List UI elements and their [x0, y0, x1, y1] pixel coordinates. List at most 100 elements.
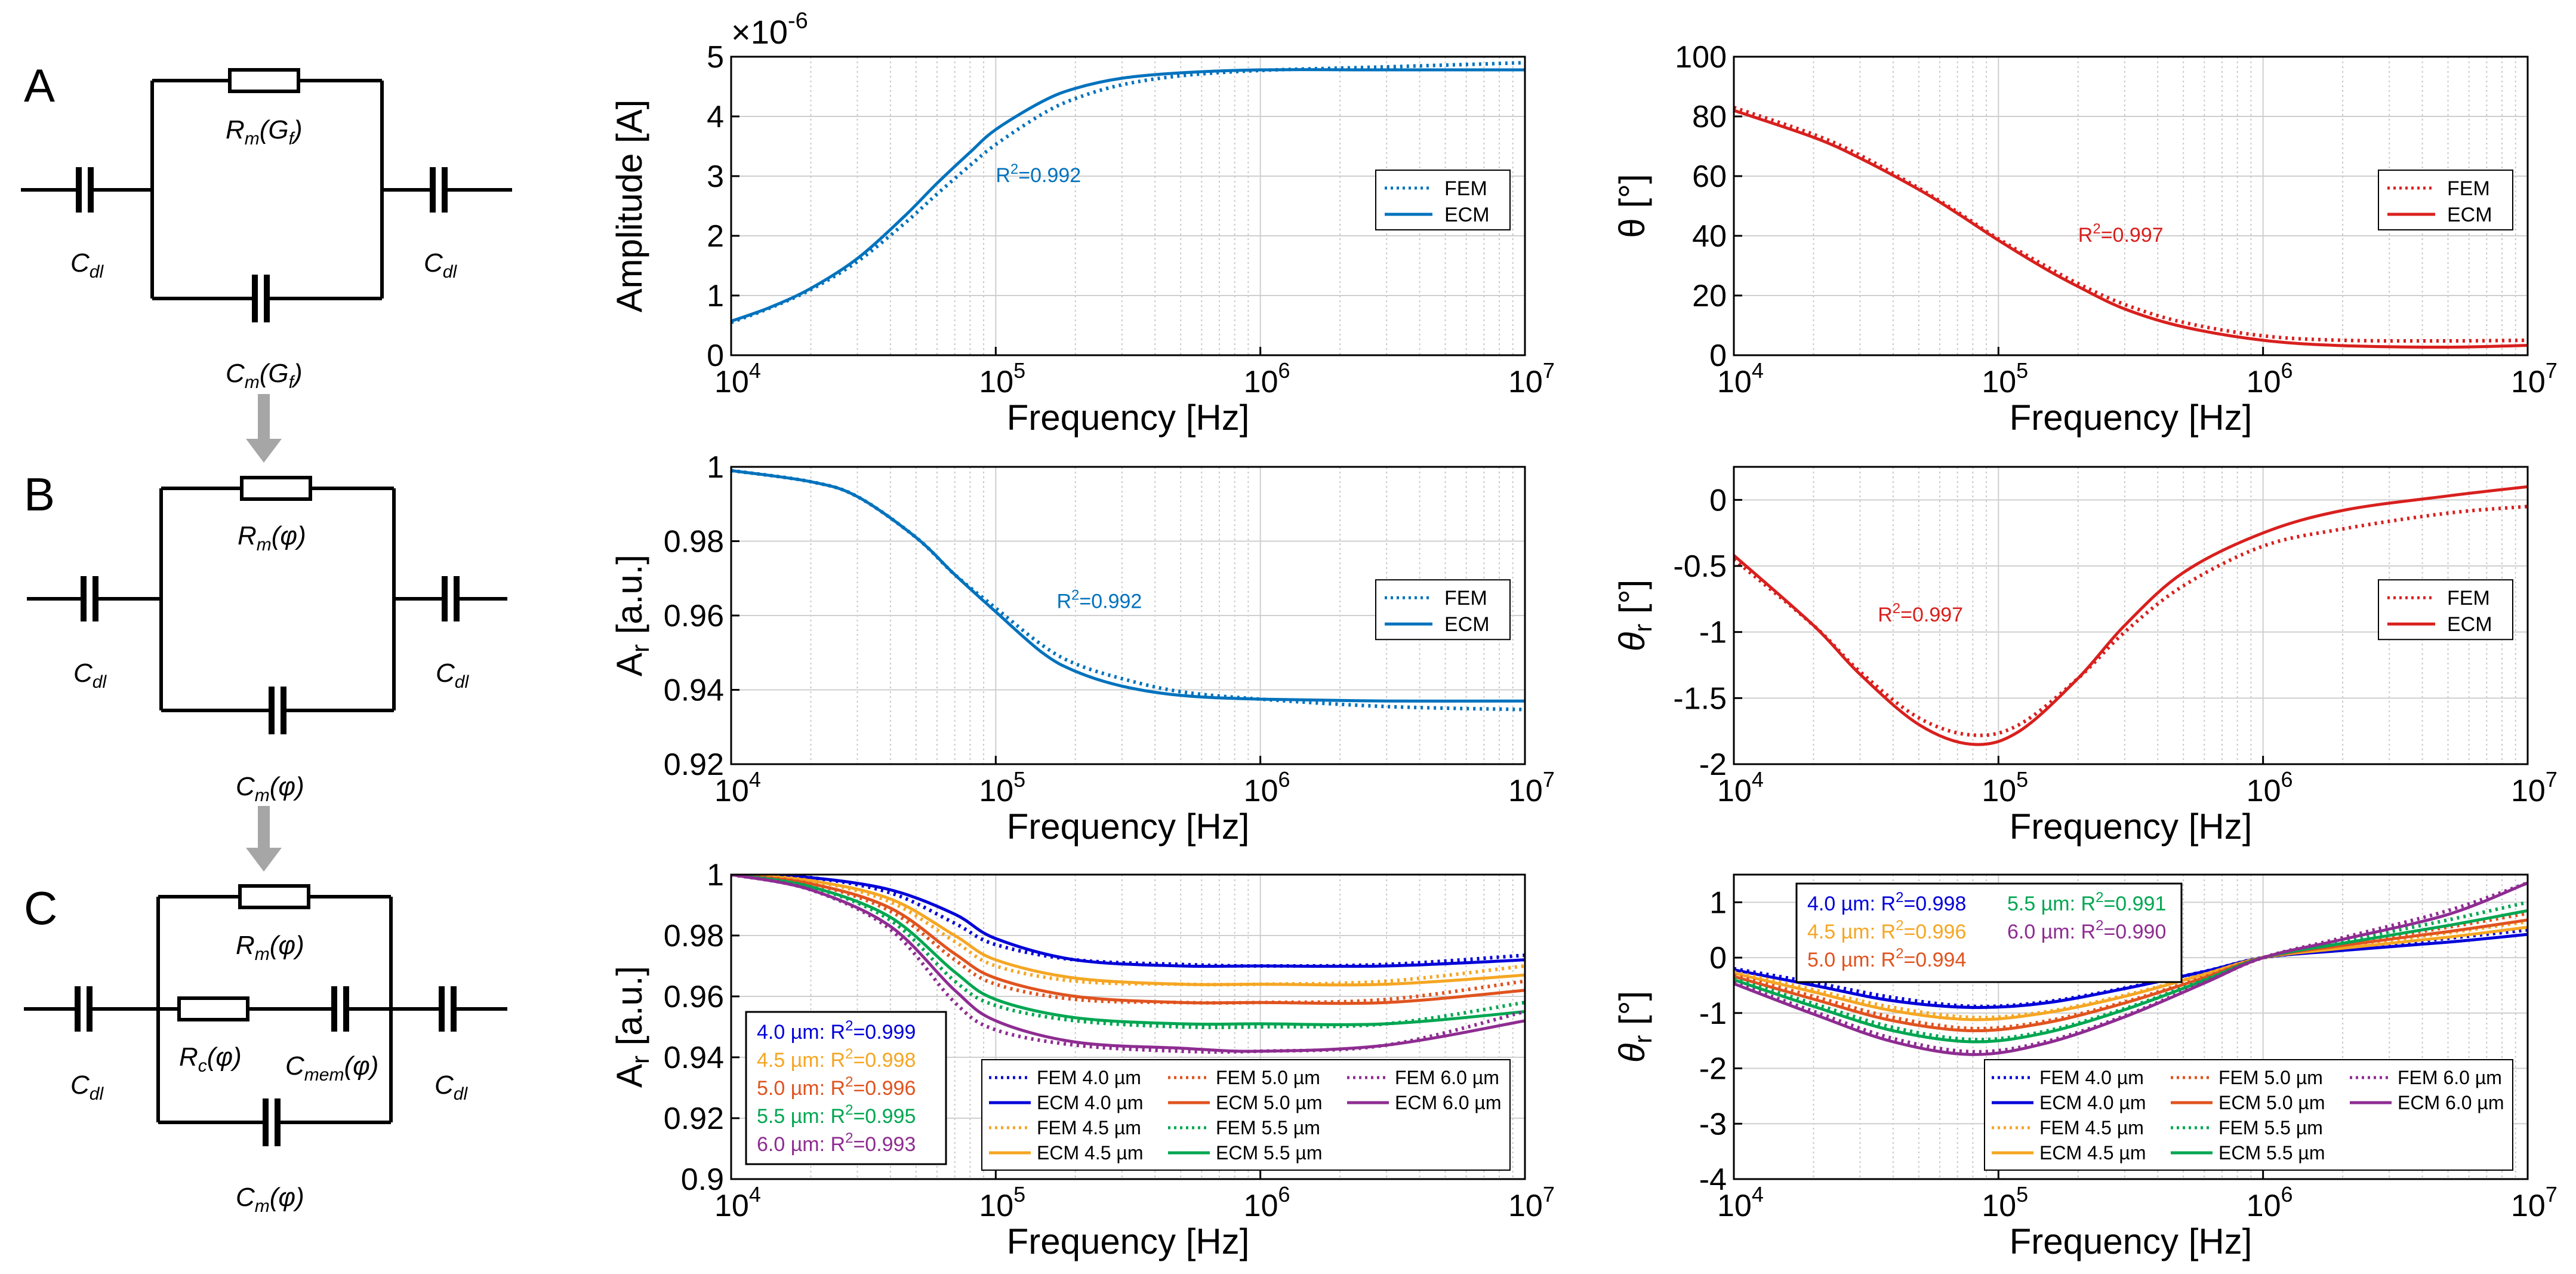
x-tick-label: 106	[2247, 767, 2293, 808]
series-line	[1734, 933, 2528, 1010]
y-tick-label: 4	[707, 100, 724, 134]
legend-label: ECM	[2447, 204, 2492, 226]
y-axis-label: Ar [a.u.]	[609, 555, 654, 676]
x-axis-label: Frequency [Hz]	[2010, 1221, 2253, 1261]
circuit-c-cm-label: Cm(φ)	[236, 1183, 304, 1216]
x-tick-label: 107	[2511, 358, 2557, 399]
legend-label: FEM 6.0 µm	[2398, 1067, 2502, 1088]
circuit-c-rc-resistor	[177, 996, 249, 1021]
plot-frame	[1733, 873, 2529, 1180]
y-tick-label: -1.5	[1673, 681, 1727, 716]
legend-label: FEM 5.0 µm	[2218, 1067, 2323, 1088]
y-tick-label: 80	[1692, 100, 1727, 134]
series-group	[1734, 106, 2528, 349]
legend-label: ECM 5.5 µm	[2218, 1142, 2325, 1164]
r2-box-entry: 4.0 µm: R2=0.999	[757, 1018, 916, 1044]
series-line	[731, 469, 1525, 703]
x-tick-label: 106	[2247, 1182, 2293, 1223]
x-axis-label: Frequency [Hz]	[1007, 807, 1250, 847]
plot-frame	[730, 56, 1526, 356]
legend-label: ECM 6.0 µm	[1395, 1092, 1501, 1113]
series-line	[731, 61, 1525, 324]
r2-box-entry: 6.0 µm: R2=0.993	[757, 1130, 916, 1156]
circuit-a-cdl-left-label: Cdl	[70, 248, 104, 282]
y-tick-label: 5	[707, 40, 724, 75]
circuit-a-rm-resistor	[228, 68, 300, 93]
x-tick-label: 107	[1508, 358, 1555, 399]
y-tick-label: -1	[1699, 996, 1727, 1031]
x-tick-label: 105	[979, 767, 1025, 808]
y-tick-label: 1	[1709, 885, 1727, 920]
series-line	[1734, 881, 2528, 1054]
plot-frame	[730, 873, 1526, 1180]
y-tick-label: 3	[707, 159, 724, 194]
legend-label: FEM 6.0 µm	[1395, 1067, 1499, 1088]
series-line	[1734, 106, 2528, 343]
series-line	[731, 875, 1525, 1005]
legend-label: FEM 5.5 µm	[1216, 1117, 1320, 1138]
x-tick-label: 105	[979, 358, 1025, 399]
r2-box	[1795, 882, 2183, 983]
series-line	[731, 875, 1525, 1005]
series-line	[731, 875, 1525, 968]
circuit-b-cdl-left-label: Cdl	[73, 658, 107, 692]
series-group	[731, 875, 1525, 1054]
y-tick-label: 0.92	[664, 1101, 724, 1136]
x-tick-label: 106	[1244, 1182, 1290, 1223]
y-axis-label: θr [°]	[1612, 580, 1657, 652]
circuit-c-rc-label: Rc(φ)	[179, 1042, 242, 1076]
series-line	[1734, 909, 2528, 1044]
y-tick-label: 0.94	[664, 673, 724, 708]
y-tick-label: 0.98	[664, 525, 724, 559]
legend-label: FEM	[1444, 587, 1487, 610]
r2-box-entry: 4.5 µm: R2=0.998	[757, 1046, 916, 1072]
series-line	[1734, 925, 2528, 1021]
x-axis-label: Frequency [Hz]	[1007, 398, 1250, 438]
y-tick-label: 1	[707, 450, 724, 485]
x-tick-label: 104	[714, 1182, 761, 1223]
legend-label: ECM 6.0 µm	[2398, 1092, 2504, 1113]
y-tick-label: 0.9	[681, 1162, 724, 1197]
y-tick-label: -4	[1699, 1162, 1727, 1197]
y-tick-label: 60	[1692, 159, 1727, 194]
arrow-b-to-c	[246, 806, 282, 872]
legend-label: ECM	[1444, 613, 1490, 636]
plot-theta: 104 105 106 107 0 20 40 60 80 100 Frequency [Hz] θ …	[1612, 40, 2557, 438]
series-line	[731, 875, 1525, 987]
y-tick-label: 100	[1675, 40, 1727, 75]
x-axis-label: Frequency [Hz]	[1007, 1221, 1250, 1261]
y-axis-label: θr [°]	[1612, 991, 1657, 1063]
x-tick-label: 104	[714, 358, 761, 399]
circuit-c: C	[24, 882, 507, 1146]
legend-label: ECM	[2447, 613, 2492, 636]
r2-box-entry: 5.0 µm: R2=0.994	[1807, 946, 1966, 971]
r2-box-entry: 5.5 µm: R2=0.991	[2007, 890, 2166, 915]
r2-annotation: R2=0.992	[1056, 587, 1142, 613]
circuit-a-rm-label: Rm(Gf)	[226, 115, 303, 149]
y-axis-label: Amplitude [A]	[609, 100, 649, 313]
plot-amplitude: 104 105 106 107 0 1 2 3 4 5 Frequency [Hz] Amplitud…	[609, 8, 1555, 438]
circuit-a-cdl-right-label: Cdl	[424, 248, 457, 282]
x-tick-label: 104	[1717, 1182, 1764, 1223]
y-tick-label: 0.98	[664, 919, 724, 953]
circuit-c-cmem-label: Cmem(φ)	[285, 1051, 378, 1085]
y-tick-label: 0	[1709, 483, 1727, 518]
r2-annotation: R2=0.992	[996, 161, 1081, 187]
x-tick-label: 104	[714, 767, 761, 808]
r2-box	[745, 1011, 947, 1165]
r2-box-entry: 5.0 µm: R2=0.996	[757, 1074, 916, 1100]
circuit-b-cm-label: Cm(φ)	[236, 772, 304, 805]
series-line	[1734, 109, 2528, 349]
circuit-c-label: C	[24, 882, 57, 934]
series-line	[1734, 485, 2528, 746]
r2-annotation: R2=0.997	[2078, 221, 2164, 247]
legend-label: FEM 4.5 µm	[2039, 1117, 2144, 1138]
legend-label: FEM 4.5 µm	[1037, 1117, 1141, 1138]
plot-frame	[1733, 56, 2529, 356]
r2-box-entry: 4.0 µm: R2=0.998	[1807, 890, 1966, 915]
series-group	[731, 469, 1525, 712]
diameter-legend-box	[1984, 1059, 2513, 1171]
circuit-b-rm-label: Rm(φ)	[238, 521, 306, 555]
series-line	[731, 68, 1525, 323]
